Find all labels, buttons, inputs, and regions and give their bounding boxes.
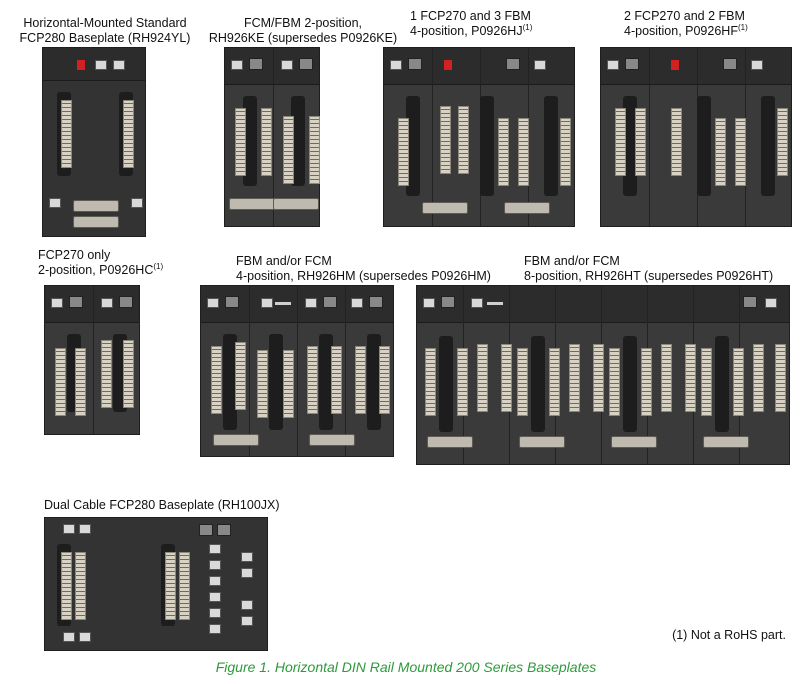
caption-line: Horizontal-Mounted Standard — [23, 16, 187, 30]
baseplate-rh100jx-image — [44, 517, 268, 651]
footnote: (1) Not a RoHS part. — [672, 628, 786, 642]
caption-line: 2 FCP270 and 2 FBM — [624, 9, 745, 23]
baseplate-p0926hc-image — [44, 285, 140, 435]
footnote-ref: (1) — [153, 261, 164, 271]
caption-line: 4-position, P0926HJ — [410, 24, 523, 38]
caption-line: FBM and/or FCM — [236, 254, 332, 268]
baseplate-rh926ht-image — [416, 285, 790, 465]
caption-p0926hc: FCP270 only 2-position, P0926HC(1) — [38, 248, 163, 278]
caption-line: FCP270 only — [38, 248, 111, 262]
caption-rh924yl: Horizontal-Mounted Standard FCP280 Basep… — [16, 16, 194, 46]
footnote-ref: (1) — [522, 22, 533, 32]
baseplate-rh926ke-image — [224, 47, 320, 227]
caption-rh100jx: Dual Cable FCP280 Baseplate (RH100JX) — [44, 498, 280, 513]
caption-line: 4-position, P0926HF — [624, 24, 738, 38]
caption-p0926hf: 2 FCP270 and 2 FBM 4-position, P0926HF(1… — [624, 9, 748, 39]
caption-line: FCP280 Baseplate (RH924YL) — [19, 31, 191, 45]
baseplate-p0926hf-image — [600, 47, 792, 227]
caption-rh926ht: FBM and/or FCM 8-position, RH926HT (supe… — [524, 254, 773, 284]
caption-line: 4-position, RH926HM (supersedes P0926HM) — [236, 269, 491, 283]
footnote-ref: (1) — [737, 22, 748, 32]
baseplate-p0926hj-image — [383, 47, 575, 227]
caption-rh926ke: FCM/FBM 2-position, RH926KE (supersedes … — [203, 16, 403, 46]
caption-line: Dual Cable FCP280 Baseplate (RH100JX) — [44, 498, 280, 512]
caption-line: 2-position, P0926HC — [38, 263, 154, 277]
caption-line: 8-position, RH926HT (supersedes P0926HT) — [524, 269, 774, 283]
baseplate-rh924yl-image — [42, 47, 146, 237]
caption-line: RH926KE (supersedes P0926KE) — [208, 31, 398, 45]
caption-line: FBM and/or FCM — [524, 254, 620, 268]
caption-line: FCM/FBM 2-position, — [243, 16, 363, 30]
figure-caption: Figure 1. Horizontal DIN Rail Mounted 20… — [215, 659, 597, 675]
caption-rh926hm: FBM and/or FCM 4-position, RH926HM (supe… — [236, 254, 491, 284]
caption-line: 1 FCP270 and 3 FBM — [410, 9, 531, 23]
caption-p0926hj: 1 FCP270 and 3 FBM 4-position, P0926HJ(1… — [410, 9, 532, 39]
baseplate-rh926hm-image — [200, 285, 394, 457]
